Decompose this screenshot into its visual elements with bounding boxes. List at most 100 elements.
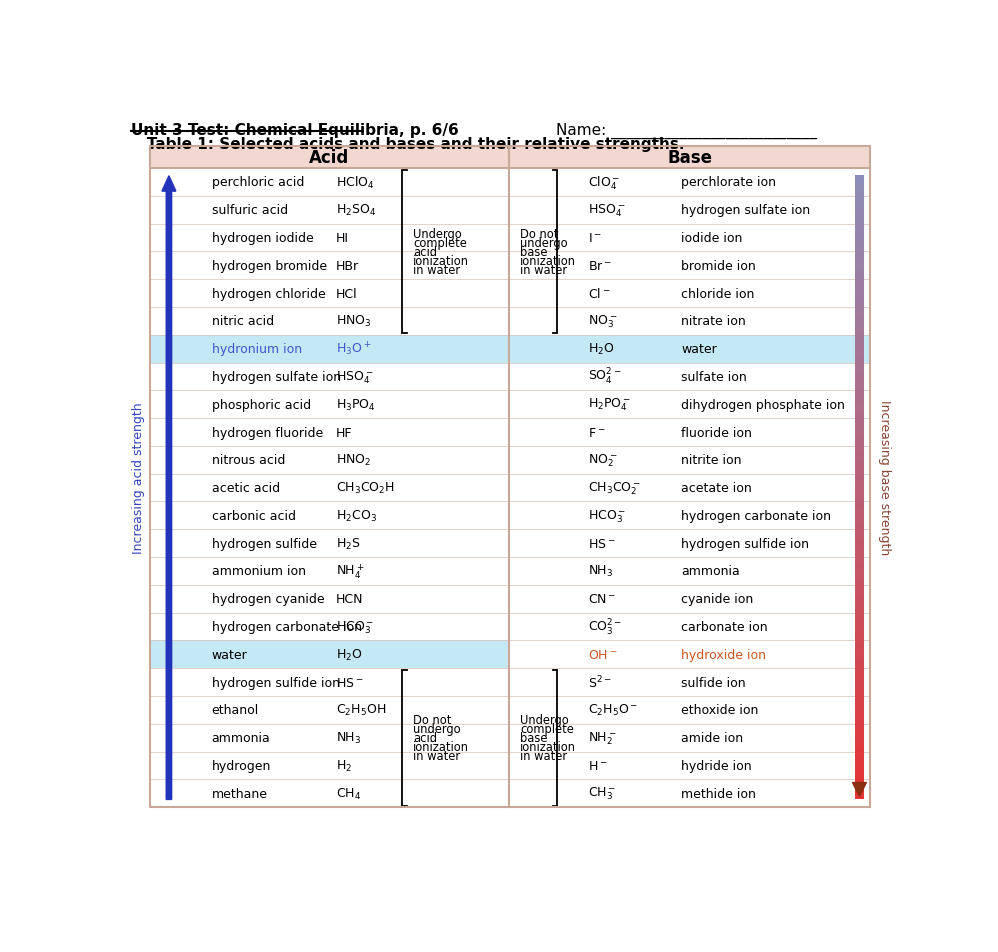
Bar (855, 701, 864, 706)
Text: HSO$_4^-$: HSO$_4^-$ (335, 368, 373, 386)
Text: ammonia: ammonia (682, 565, 740, 578)
Text: hydrogen cyanide: hydrogen cyanide (212, 592, 324, 605)
Bar (855, 685, 864, 690)
Bar (855, 332, 864, 338)
Bar (855, 363, 864, 368)
Text: cyanide ion: cyanide ion (682, 592, 753, 605)
Text: water: water (212, 648, 248, 661)
Text: methane: methane (212, 787, 267, 800)
Bar (855, 389, 864, 395)
Text: HCl: HCl (335, 288, 357, 300)
Text: nitrous acid: nitrous acid (212, 454, 284, 466)
Text: hydrogen bromide: hydrogen bromide (212, 260, 326, 272)
Bar (855, 176, 864, 182)
Text: Name: ___________________________: Name: ___________________________ (556, 123, 816, 139)
Text: H$^-$: H$^-$ (588, 759, 608, 772)
Text: undergo: undergo (520, 237, 568, 249)
Text: bromide ion: bromide ion (682, 260, 755, 272)
Text: acid: acid (413, 246, 437, 259)
Bar (855, 726, 864, 732)
Bar (855, 202, 864, 208)
Bar (855, 758, 864, 764)
Bar (855, 571, 864, 576)
Text: HCO$_3^-$: HCO$_3^-$ (588, 507, 627, 524)
Bar (855, 446, 864, 451)
Text: hydrogen carbonate ion: hydrogen carbonate ion (212, 621, 361, 633)
Bar (855, 212, 864, 218)
Text: perchlorate ion: perchlorate ion (682, 176, 776, 189)
Text: C$_2$H$_5$O$^-$: C$_2$H$_5$O$^-$ (588, 703, 639, 718)
Bar (855, 669, 864, 675)
Bar (855, 576, 864, 582)
Text: CH$_4$: CH$_4$ (335, 785, 361, 801)
Text: H$_3$O$^+$: H$_3$O$^+$ (335, 341, 371, 358)
Bar (855, 555, 864, 561)
Bar (855, 565, 864, 571)
Text: in water: in water (520, 749, 567, 762)
Bar (855, 690, 864, 696)
Bar (855, 752, 864, 758)
Bar (855, 426, 864, 431)
Bar (855, 451, 864, 457)
Text: sulfuric acid: sulfuric acid (212, 204, 287, 217)
Text: Cl$^-$: Cl$^-$ (588, 287, 611, 301)
Bar (855, 420, 864, 426)
Bar (855, 337, 864, 343)
Bar (855, 400, 864, 405)
Text: complete: complete (413, 237, 467, 249)
Text: NH$_3$: NH$_3$ (588, 564, 614, 579)
Bar (855, 352, 864, 358)
Text: H$_2$S: H$_2$S (335, 536, 360, 551)
Text: ethoxide ion: ethoxide ion (682, 704, 758, 717)
Text: HSO$_4^-$: HSO$_4^-$ (588, 202, 626, 219)
Text: SO$_4^{2-}$: SO$_4^{2-}$ (588, 367, 622, 387)
Text: ethanol: ethanol (212, 704, 258, 717)
Text: hydrogen sulfate ion: hydrogen sulfate ion (212, 370, 340, 384)
Bar (855, 732, 864, 737)
Bar (855, 187, 864, 192)
Bar (855, 347, 864, 353)
Bar (855, 441, 864, 446)
Bar (855, 306, 864, 311)
Text: ClO$_4^-$: ClO$_4^-$ (588, 174, 621, 191)
Text: methide ion: methide ion (682, 787, 756, 800)
Text: HBr: HBr (335, 260, 358, 272)
Text: OH$^-$: OH$^-$ (588, 648, 618, 661)
Text: sulfide ion: sulfide ion (682, 676, 746, 689)
Bar (855, 789, 864, 794)
Bar (855, 550, 864, 556)
Bar (855, 457, 864, 462)
Bar (855, 743, 864, 747)
Text: CO$_3^{2-}$: CO$_3^{2-}$ (588, 617, 623, 637)
Bar (855, 794, 864, 800)
Bar (855, 664, 864, 670)
Text: hydrogen sulfate ion: hydrogen sulfate ion (682, 204, 810, 217)
Bar (855, 316, 864, 322)
Bar (855, 181, 864, 187)
Text: CH$_3$CO$_2$H: CH$_3$CO$_2$H (335, 481, 394, 496)
Bar (855, 472, 864, 478)
Bar (855, 524, 864, 529)
Bar (855, 607, 864, 613)
Text: H$_2$SO$_4$: H$_2$SO$_4$ (335, 203, 376, 218)
Text: sulfate ion: sulfate ion (682, 370, 747, 384)
Bar (855, 280, 864, 286)
Text: NO$_2^-$: NO$_2^-$ (588, 452, 618, 468)
Bar (855, 248, 864, 254)
Text: HCO$_3^-$: HCO$_3^-$ (335, 619, 373, 635)
Text: H$_2$PO$_4^-$: H$_2$PO$_4^-$ (588, 397, 631, 413)
Text: HNO$_3$: HNO$_3$ (335, 314, 371, 329)
Text: fluoride ion: fluoride ion (682, 426, 752, 439)
Bar (855, 654, 864, 660)
Text: nitrate ion: nitrate ion (682, 315, 746, 328)
Text: in water: in water (520, 264, 567, 276)
Bar (855, 534, 864, 540)
Bar (855, 519, 864, 525)
Text: H$_2$CO$_3$: H$_2$CO$_3$ (335, 508, 376, 524)
Bar (855, 477, 864, 483)
Bar (855, 238, 864, 244)
Text: Do not: Do not (413, 714, 451, 726)
Bar (855, 286, 864, 290)
Text: nitrite ion: nitrite ion (682, 454, 742, 466)
Bar (855, 680, 864, 685)
